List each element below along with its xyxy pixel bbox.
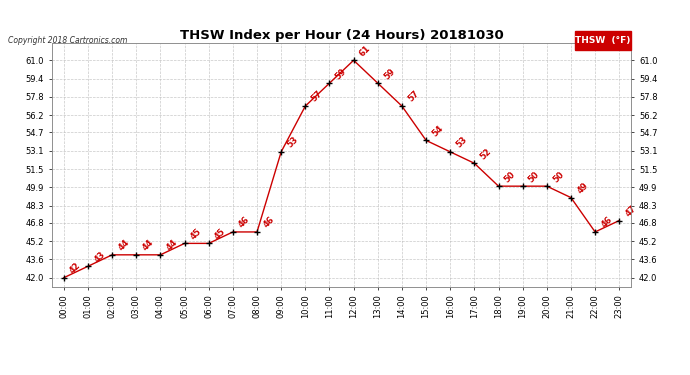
Text: THSW  (°F): THSW (°F): [575, 36, 631, 45]
Text: 59: 59: [334, 66, 348, 81]
Text: Copyright 2018 Cartronics.com: Copyright 2018 Cartronics.com: [8, 36, 128, 45]
Text: 59: 59: [382, 66, 397, 81]
Text: 44: 44: [117, 238, 131, 253]
Text: 49: 49: [575, 181, 590, 195]
Text: 45: 45: [213, 226, 228, 241]
Text: 46: 46: [237, 215, 252, 230]
Text: 54: 54: [431, 123, 445, 138]
Text: 43: 43: [92, 249, 107, 264]
Text: 47: 47: [624, 204, 638, 218]
Text: 45: 45: [189, 226, 204, 241]
Text: 57: 57: [406, 89, 421, 104]
Text: 44: 44: [141, 238, 155, 253]
Text: 53: 53: [286, 135, 300, 150]
Text: 42: 42: [68, 261, 83, 276]
Text: 53: 53: [455, 135, 469, 150]
Text: 50: 50: [503, 170, 518, 184]
Text: 61: 61: [358, 44, 373, 58]
Text: 44: 44: [165, 238, 179, 253]
Text: 46: 46: [262, 215, 276, 230]
Text: 52: 52: [479, 147, 493, 161]
Text: 50: 50: [551, 170, 566, 184]
Title: THSW Index per Hour (24 Hours) 20181030: THSW Index per Hour (24 Hours) 20181030: [179, 29, 504, 42]
Text: 57: 57: [310, 89, 324, 104]
Text: 46: 46: [600, 215, 614, 230]
Text: 50: 50: [527, 170, 542, 184]
